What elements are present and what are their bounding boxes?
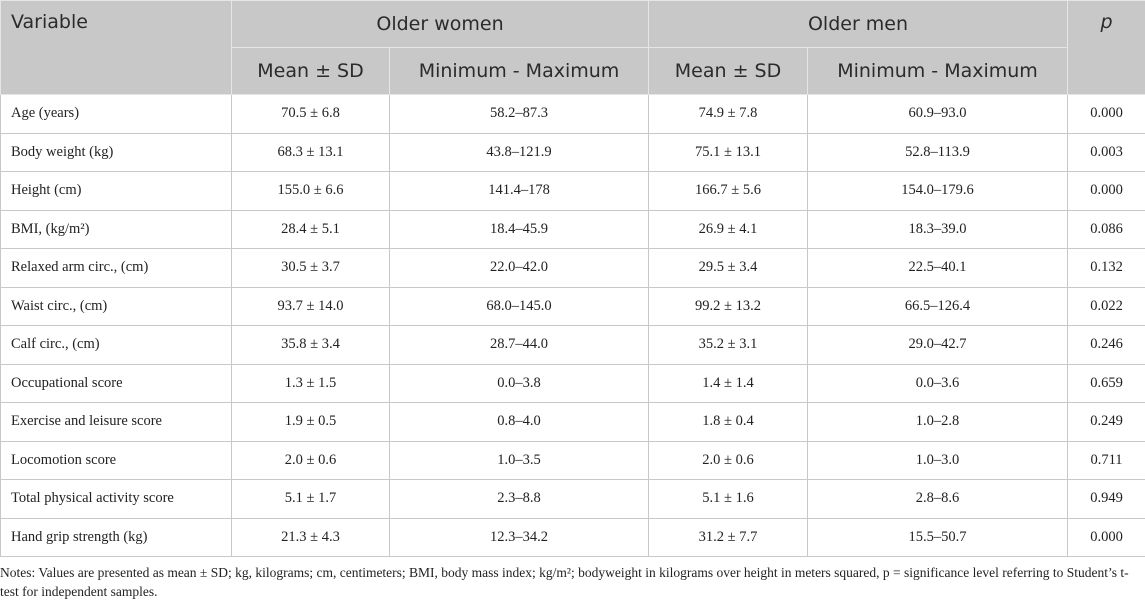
table-row: Occupational score 1.3 ± 1.5 0.0–3.8 1.4 ± … [0, 363, 1145, 403]
table-cell: 5.1 ± 1.7 [231, 479, 390, 519]
table-row: Total physical activity score 5.1 ± 1.7 2.… [0, 479, 1145, 519]
table-cell: 31.2 ± 7.7 [648, 517, 808, 557]
table-cell: 22.5–40.1 [806, 248, 1069, 288]
table-cell: 29.5 ± 3.4 [648, 248, 808, 288]
data-table: Variable Older women Older men p Mean ± … [0, 0, 1145, 557]
table-cell: 141.4–178 [389, 171, 649, 211]
table-cell: 0.0–3.8 [389, 363, 649, 403]
table-cell: 0.000 [1067, 94, 1145, 134]
table-cell: 74.9 ± 7.8 [648, 94, 808, 134]
table-cell: 29.0–42.7 [806, 325, 1069, 365]
table-cell: 68.0–145.0 [389, 286, 649, 326]
table-cell: 52.8–113.9 [806, 132, 1069, 172]
table-cell: 68.3 ± 13.1 [231, 132, 390, 172]
table-cell: 0.000 [1067, 171, 1145, 211]
table-cell: 0.086 [1067, 209, 1145, 249]
table-cell: 1.3 ± 1.5 [231, 363, 390, 403]
row-label: Calf circ., (cm) [0, 325, 232, 365]
table-row: BMI, (kg/m²) 28.4 ± 5.1 18.4–45.9 26.9 ± 4.… [0, 209, 1145, 249]
table-cell: 58.2–87.3 [389, 94, 649, 134]
header-row: Variable Older women Older men p [0, 0, 1145, 95]
table-cell: 75.1 ± 13.1 [648, 132, 808, 172]
table-row: Locomotion score 2.0 ± 0.6 1.0–3.5 2.0 ± 0.… [0, 440, 1145, 480]
table-cell: 18.4–45.9 [389, 209, 649, 249]
table-cell: 99.2 ± 13.2 [648, 286, 808, 326]
table-cell: 0.000 [1067, 517, 1145, 557]
table-row: Waist circ., (cm) 93.7 ± 14.0 68.0–145.0 99… [0, 286, 1145, 326]
table-row: Relaxed arm circ., (cm) 30.5 ± 3.7 22.0–42… [0, 248, 1145, 288]
table-cell: 60.9–93.0 [806, 94, 1069, 134]
subheader-cell: Minimum - Maximum [389, 47, 649, 95]
subheader-cell: Minimum - Maximum [806, 47, 1069, 95]
table-cell: 0.0–3.6 [806, 363, 1069, 403]
table-cell: 18.3–39.0 [806, 209, 1069, 249]
table-cell: 166.7 ± 5.6 [648, 171, 808, 211]
table-cell: 2.3–8.8 [389, 479, 649, 519]
table-cell: 12.3–34.2 [389, 517, 649, 557]
table-cell: 28.4 ± 5.1 [231, 209, 390, 249]
table-body: Age (years) 70.5 ± 6.8 58.2–87.3 74.9 ± 7.8… [0, 94, 1145, 557]
table-cell: 0.022 [1067, 286, 1145, 326]
notes: Notes: Values are presented as mean ± SD… [0, 565, 1129, 599]
row-label: BMI, (kg/m²) [0, 209, 232, 249]
subheader-row: Mean ± SD Minimum - Maximum Mean ± SD Mi… [1, 47, 1145, 95]
subheader-cell: Mean ± SD [231, 47, 390, 95]
table-cell: 0.711 [1067, 440, 1145, 480]
table-cell: 154.0–179.6 [806, 171, 1069, 211]
table-cell: 22.0–42.0 [389, 248, 649, 288]
table-row: Body weight (kg) 68.3 ± 13.1 43.8–121.9 75.… [0, 132, 1145, 172]
row-label: Height (cm) [0, 171, 232, 211]
row-label: Hand grip strength (kg) [0, 517, 232, 557]
table-cell: 30.5 ± 3.7 [231, 248, 390, 288]
table-cell: 0.949 [1067, 479, 1145, 519]
table-cell: 0.246 [1067, 325, 1145, 365]
row-label: Total physical activity score [0, 479, 232, 519]
table-cell: 2.8–8.6 [806, 479, 1069, 519]
table-cell: 0.8–4.0 [389, 402, 649, 442]
group-header: Older men [647, 0, 1069, 48]
table-cell: 155.0 ± 6.6 [231, 171, 390, 211]
table-cell: 0.132 [1067, 248, 1145, 288]
table-cell: 0.003 [1067, 132, 1145, 172]
row-label: Waist circ., (cm) [0, 286, 232, 326]
row-label: Occupational score [0, 363, 232, 403]
table-cell: 1.0–3.0 [806, 440, 1069, 480]
row-label: Locomotion score [0, 440, 232, 480]
table-cell: 1.8 ± 0.4 [648, 402, 808, 442]
table-row: Hand grip strength (kg) 21.3 ± 4.3 12.3–34… [0, 517, 1145, 557]
table-cell: 1.9 ± 0.5 [231, 402, 390, 442]
row-label: Relaxed arm circ., (cm) [0, 248, 232, 288]
row-label: Age (years) [0, 94, 232, 134]
table-cell: 35.8 ± 3.4 [231, 325, 390, 365]
table-cell: 15.5–50.7 [806, 517, 1069, 557]
table-cell: 66.5–126.4 [806, 286, 1069, 326]
table-cell: 26.9 ± 4.1 [648, 209, 808, 249]
table-cell: 35.2 ± 3.1 [648, 325, 808, 365]
table-cell: 2.0 ± 0.6 [231, 440, 390, 480]
header-cell: Variable [0, 0, 232, 95]
table-row: Age (years) 70.5 ± 6.8 58.2–87.3 74.9 ± 7.8… [0, 94, 1145, 134]
table-cell: 0.249 [1067, 402, 1145, 442]
table-cell: 28.7–44.0 [389, 325, 649, 365]
row-label: Exercise and leisure score [0, 402, 232, 442]
table-row: Calf circ., (cm) 35.8 ± 3.4 28.7–44.0 35.2 … [0, 325, 1145, 365]
table-cell: 2.0 ± 0.6 [648, 440, 808, 480]
table-row: Exercise and leisure score 1.9 ± 0.5 0.8–4… [0, 402, 1145, 442]
group-header: Older women [231, 0, 649, 48]
table-cell: 1.0–2.8 [806, 402, 1069, 442]
table-cell: 21.3 ± 4.3 [231, 517, 390, 557]
table-cell: 0.659 [1067, 363, 1145, 403]
table-cell: 1.0–3.5 [389, 440, 649, 480]
table-cell: 70.5 ± 6.8 [231, 94, 390, 134]
table-cell: 5.1 ± 1.6 [648, 479, 808, 519]
table-row: Height (cm) 155.0 ± 6.6 141.4–178 166.7 ± 5… [0, 171, 1145, 211]
row-label: Body weight (kg) [0, 132, 232, 172]
subheader-cell: Mean ± SD [648, 47, 808, 95]
header-cell: p [1067, 0, 1145, 95]
table-cell: 1.4 ± 1.4 [648, 363, 808, 403]
table-cell: 43.8–121.9 [389, 132, 649, 172]
table-cell: 93.7 ± 14.0 [231, 286, 390, 326]
